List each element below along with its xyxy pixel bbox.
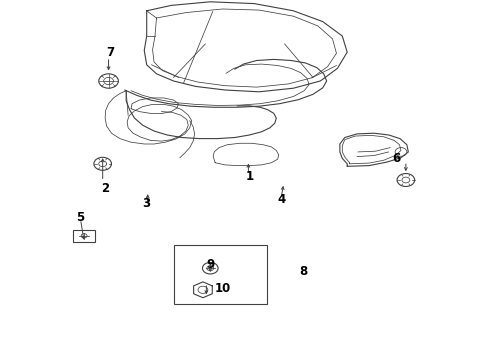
Text: 2: 2 [101,183,109,195]
Text: 9: 9 [206,258,214,271]
Text: 7: 7 [106,46,114,59]
Text: 5: 5 [77,211,84,224]
Text: 8: 8 [299,265,306,278]
Text: 6: 6 [391,152,399,165]
Text: 1: 1 [245,170,253,183]
Text: 3: 3 [142,197,150,210]
Text: 10: 10 [214,282,230,294]
Text: 4: 4 [277,193,285,206]
Bar [173,245,266,304]
Bar [73,230,95,242]
